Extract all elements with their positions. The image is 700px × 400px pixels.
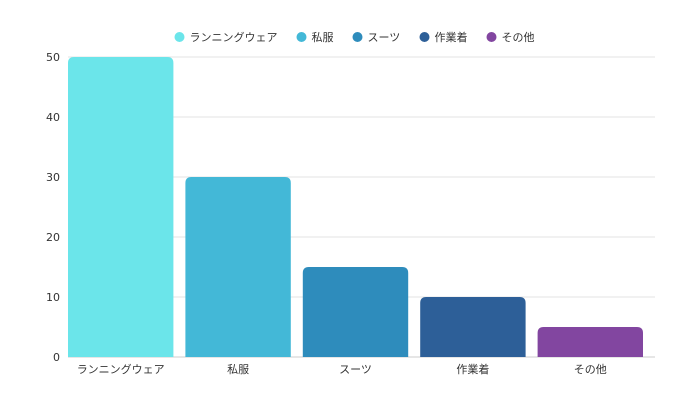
bar-4 (537, 327, 643, 357)
legend-marker (296, 32, 307, 42)
legend-label: スーツ (368, 31, 401, 44)
x-tick-label: その他 (574, 363, 607, 376)
y-axis: 0 10 20 30 40 50 (46, 51, 60, 364)
legend-marker (419, 32, 430, 42)
legend-marker (174, 32, 185, 42)
legend-label: 作業着 (435, 30, 468, 44)
legend-item-2[interactable]: スーツ (352, 31, 401, 44)
x-tick-label: ランニングウェア (77, 362, 165, 376)
y-tick-label: 30 (46, 171, 60, 184)
legend-marker (486, 32, 497, 42)
x-axis: ランニングウェア 私服 スーツ 作業着 その他 (77, 362, 607, 376)
legend: ランニングウェア 私服 スーツ 作業着 その他 (174, 30, 535, 44)
bar-2 (302, 267, 409, 357)
bar-0 (68, 57, 174, 357)
legend-item-1[interactable]: 私服 (296, 31, 334, 44)
y-tick-label: 10 (46, 291, 60, 304)
legend-marker (352, 32, 363, 42)
legend-item-0[interactable]: ランニングウェア (174, 30, 278, 44)
x-tick-label: 私服 (227, 363, 249, 376)
legend-label: ランニングウェア (190, 30, 278, 44)
y-tick-label: 40 (46, 111, 60, 124)
bars (68, 57, 643, 357)
bar-1 (185, 177, 291, 357)
x-tick-label: 作業着 (456, 362, 489, 376)
y-tick-label: 20 (46, 231, 60, 244)
y-tick-label: 0 (53, 351, 60, 364)
legend-label: 私服 (312, 31, 334, 44)
bar-3 (420, 297, 526, 357)
x-tick-label: スーツ (339, 363, 372, 376)
legend-label: その他 (502, 31, 535, 44)
y-tick-label: 50 (46, 51, 60, 64)
legend-item-3[interactable]: 作業着 (419, 30, 468, 44)
legend-item-4[interactable]: その他 (486, 31, 535, 44)
